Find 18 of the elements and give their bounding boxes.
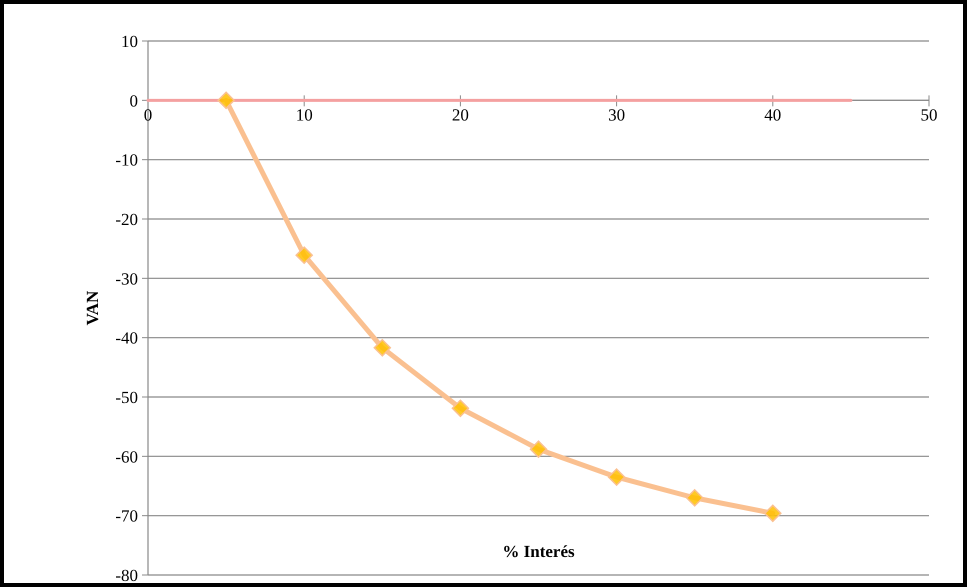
y-tick-label: 0 bbox=[130, 91, 138, 110]
y-tick-label: -60 bbox=[115, 447, 138, 466]
y-tick-label: 10 bbox=[121, 32, 138, 51]
x-tick-label: 20 bbox=[452, 105, 469, 124]
x-tick-label: 40 bbox=[764, 105, 782, 124]
x-tick-label: 10 bbox=[296, 105, 313, 124]
y-axis-title: VAN bbox=[83, 290, 102, 326]
y-tick-label: -20 bbox=[115, 210, 138, 229]
x-tick-label: 0 bbox=[144, 105, 152, 124]
y-tick-label: -10 bbox=[115, 150, 138, 170]
y-tick-label: -70 bbox=[115, 506, 138, 526]
x-tick-label: 30 bbox=[608, 105, 626, 124]
y-tick-label: -40 bbox=[115, 328, 138, 348]
y-tick-label: -80 bbox=[115, 566, 138, 585]
y-tick-label: -30 bbox=[115, 269, 138, 288]
x-tick-label: 50 bbox=[920, 105, 938, 124]
y-tick-label: -50 bbox=[115, 388, 138, 407]
x-axis-title: % Interés bbox=[502, 542, 575, 561]
